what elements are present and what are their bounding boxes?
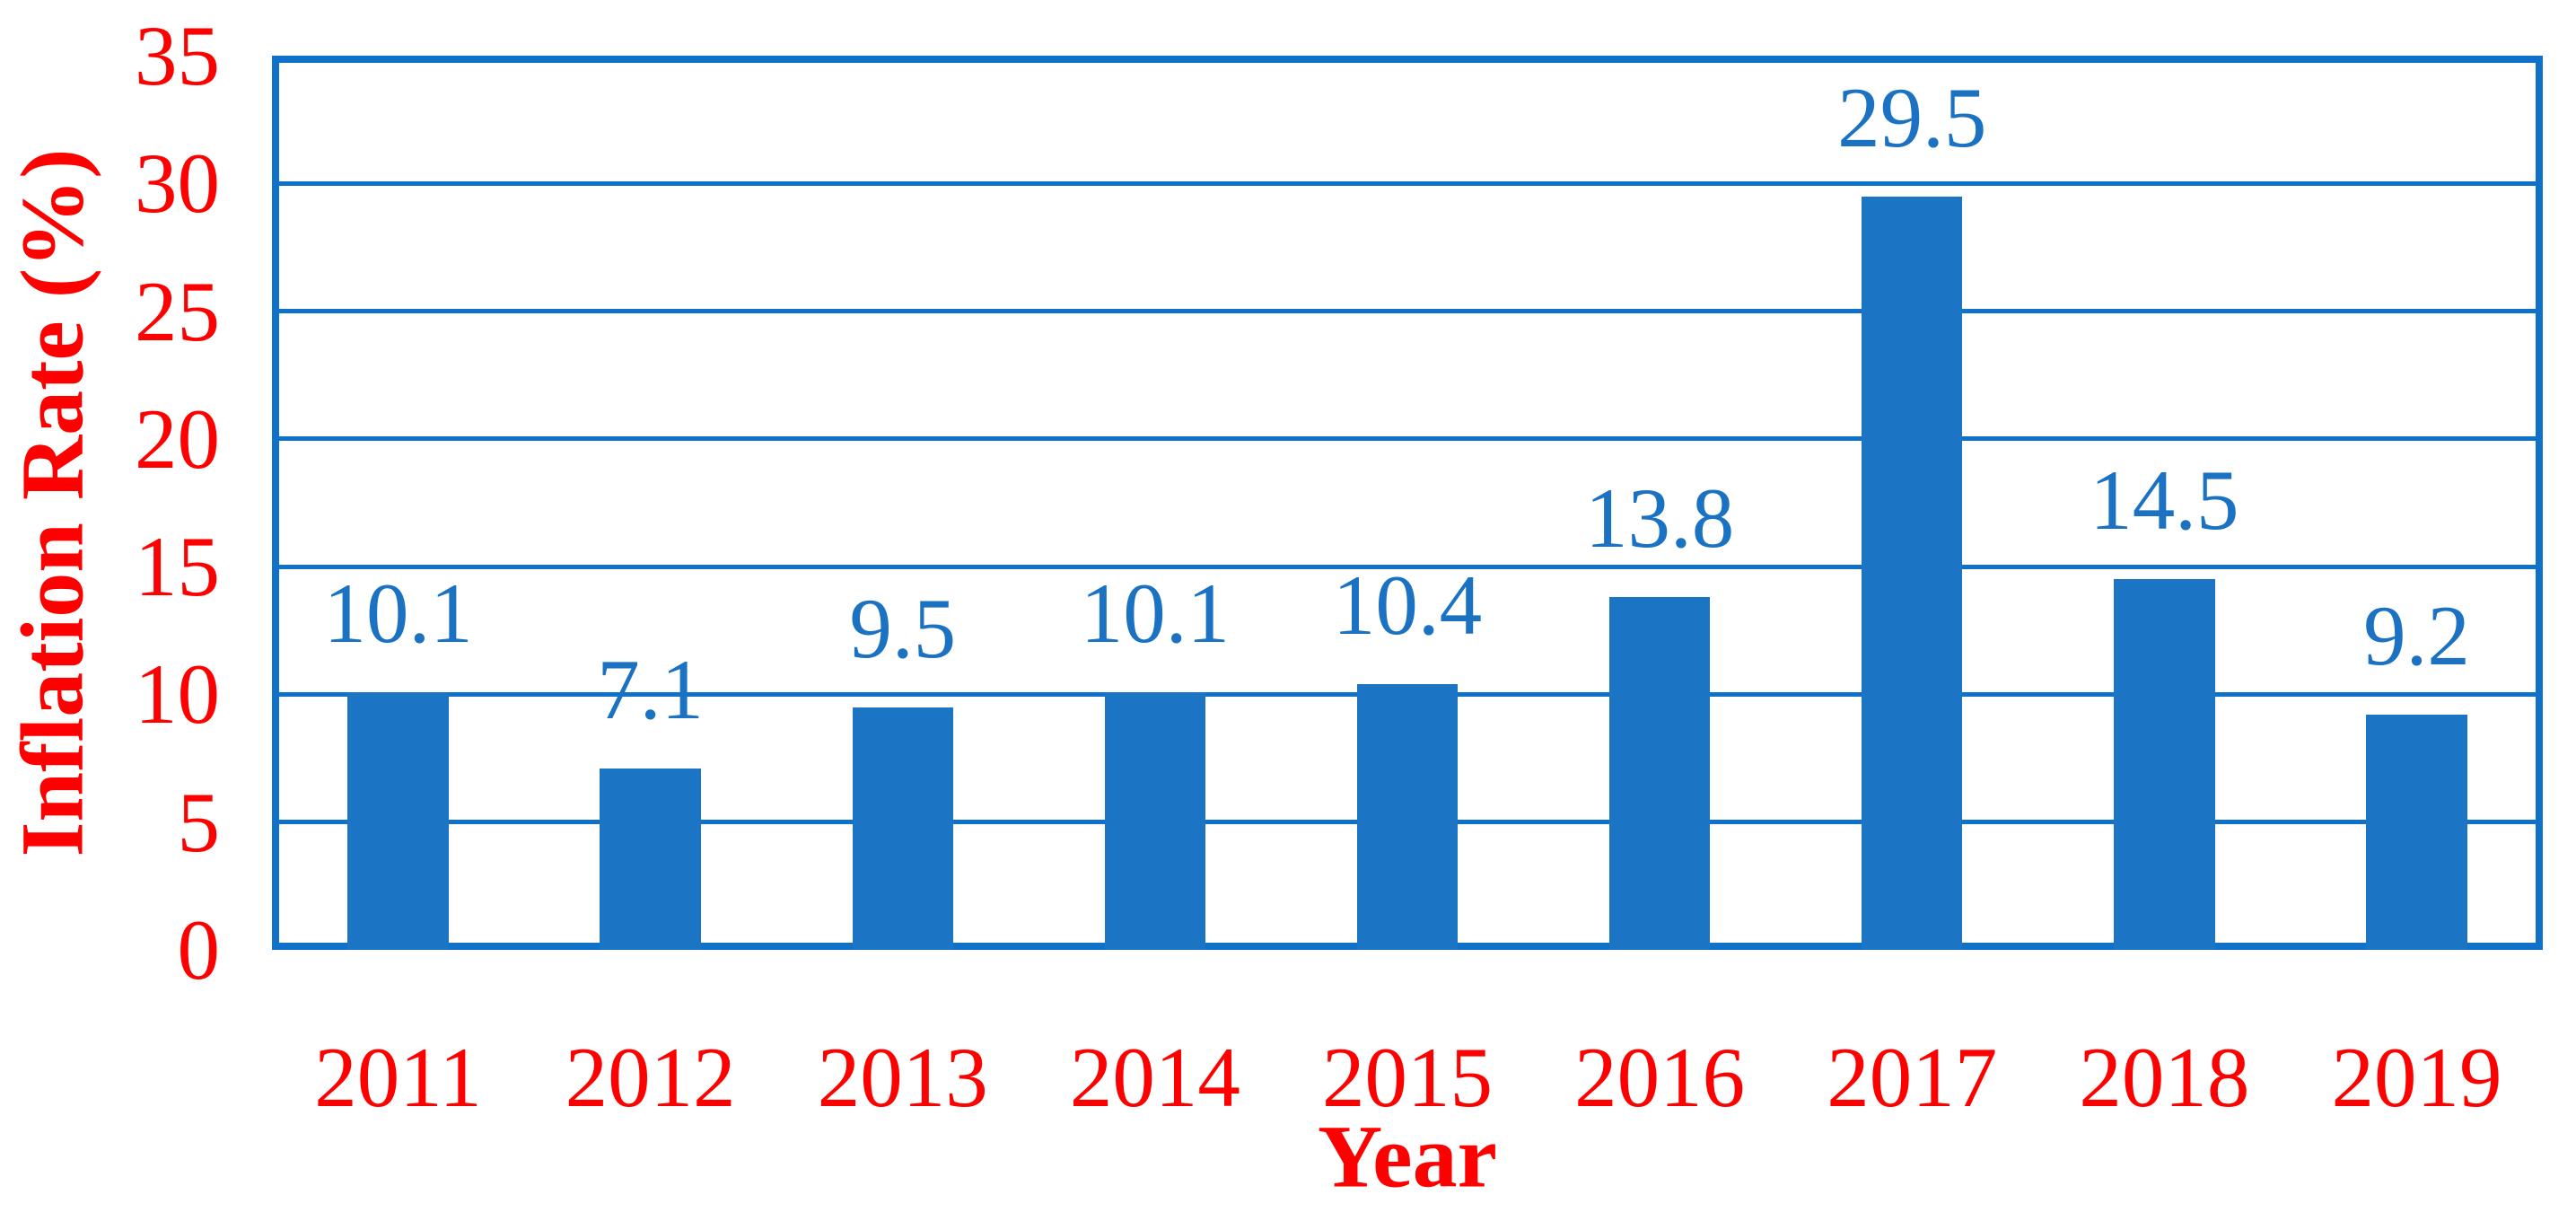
y-tick-label: 35 [135,8,220,103]
bar-value-label: 13.8 [1584,470,1735,567]
gridline [272,436,2543,442]
gridline [272,564,2543,569]
bar [1862,196,1963,950]
bar-value-label: 29.5 [1837,69,1987,165]
y-tick-label: 25 [135,263,220,359]
x-tick-label: 2016 [1574,1030,1746,1125]
bar [347,691,449,950]
y-tick-label: 30 [135,136,220,232]
y-tick-label: 10 [135,646,220,742]
y-tick-label: 15 [135,519,220,615]
x-tick-label: 2012 [565,1030,736,1125]
bar-value-label: 7.1 [597,641,705,737]
x-tick-label: 2019 [2331,1030,2502,1125]
bar-value-label: 10.1 [1080,565,1230,661]
bar [1104,691,1206,950]
bar [1608,597,1711,950]
bar [1356,684,1459,950]
x-tick-label: 2018 [2079,1030,2250,1125]
bar [852,707,953,950]
x-tick-label: 2015 [1322,1030,1493,1125]
x-axis-title: Year [1318,1106,1497,1207]
gridline [272,180,2543,186]
bar-value-labels-layer: 10.1 7.1 9.5 10.1 10.4 13.8 29.5 14.5 9.2 [272,56,2543,950]
y-tick-label: 20 [135,391,220,487]
x-tick-label: 2011 [314,1030,482,1125]
bar-value-label: 9.5 [849,580,957,676]
bar [600,768,701,950]
y-tick-label: 0 [177,902,221,997]
bar-value-label: 10.4 [1332,558,1483,654]
bars-layer [272,56,2543,950]
bar-value-label: 14.5 [2090,452,2239,549]
bar [2114,579,2215,950]
x-tick-label: 2017 [1827,1030,1998,1125]
bar-value-label: 10.1 [323,565,473,661]
bar [2366,715,2467,950]
x-tick-label: 2014 [1069,1030,1240,1125]
gridline [272,309,2543,314]
bar-value-label: 9.2 [2363,588,2470,684]
x-tick-label: 2013 [817,1030,988,1125]
y-tick-label: 5 [177,774,221,870]
